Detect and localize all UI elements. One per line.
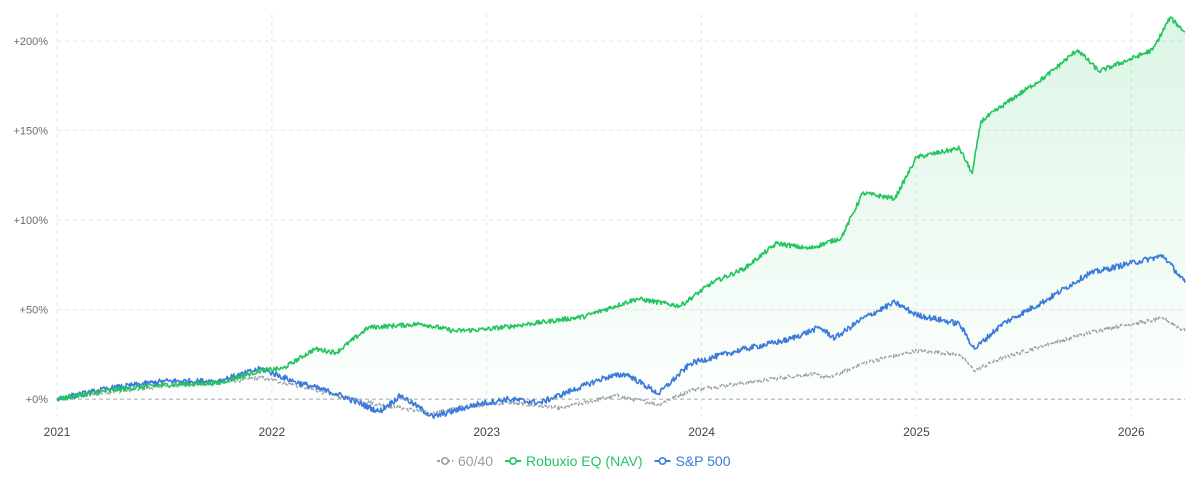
x-tick-label: 2021 xyxy=(44,425,71,439)
y-tick-label: +150% xyxy=(13,125,48,137)
x-tick-label: 2026 xyxy=(1118,425,1145,439)
legend-marker-dot xyxy=(658,456,667,465)
series-layer xyxy=(56,16,1186,420)
legend: 60/40 Robuxio EQ (NAV) S&P 500 xyxy=(437,453,731,469)
legend-label: S&P 500 xyxy=(676,453,731,469)
legend-marker-dot xyxy=(509,456,518,465)
y-tick-label: +50% xyxy=(20,305,49,317)
legend-marker-dot xyxy=(440,456,449,465)
legend-label: Robuxio EQ (NAV) xyxy=(526,453,642,469)
y-tick-label: +200% xyxy=(13,36,48,48)
series-line-2 xyxy=(56,254,1186,420)
y-tick-label: +100% xyxy=(13,215,48,227)
legend-item-1[interactable]: Robuxio EQ (NAV) xyxy=(505,453,643,469)
x-tick-label: 2022 xyxy=(259,425,286,439)
legend-item-2[interactable]: S&P 500 xyxy=(654,453,731,469)
legend-label: 60/40 xyxy=(458,453,493,469)
series-line-1 xyxy=(56,16,1186,402)
y-tick-label: +0% xyxy=(26,394,49,406)
y-axis: +0% +50% +100% +150% +200% xyxy=(13,36,48,406)
series-line-0 xyxy=(56,316,1186,416)
legend-item-0[interactable]: 60/40 xyxy=(437,453,493,469)
x-tick-label: 2023 xyxy=(473,425,500,439)
x-tick-label: 2024 xyxy=(688,425,715,439)
robuxio-area-fill xyxy=(57,17,1185,401)
x-axis: 2021 2022 2023 2024 2025 2026 xyxy=(44,425,1145,439)
x-tick-label: 2025 xyxy=(903,425,930,439)
